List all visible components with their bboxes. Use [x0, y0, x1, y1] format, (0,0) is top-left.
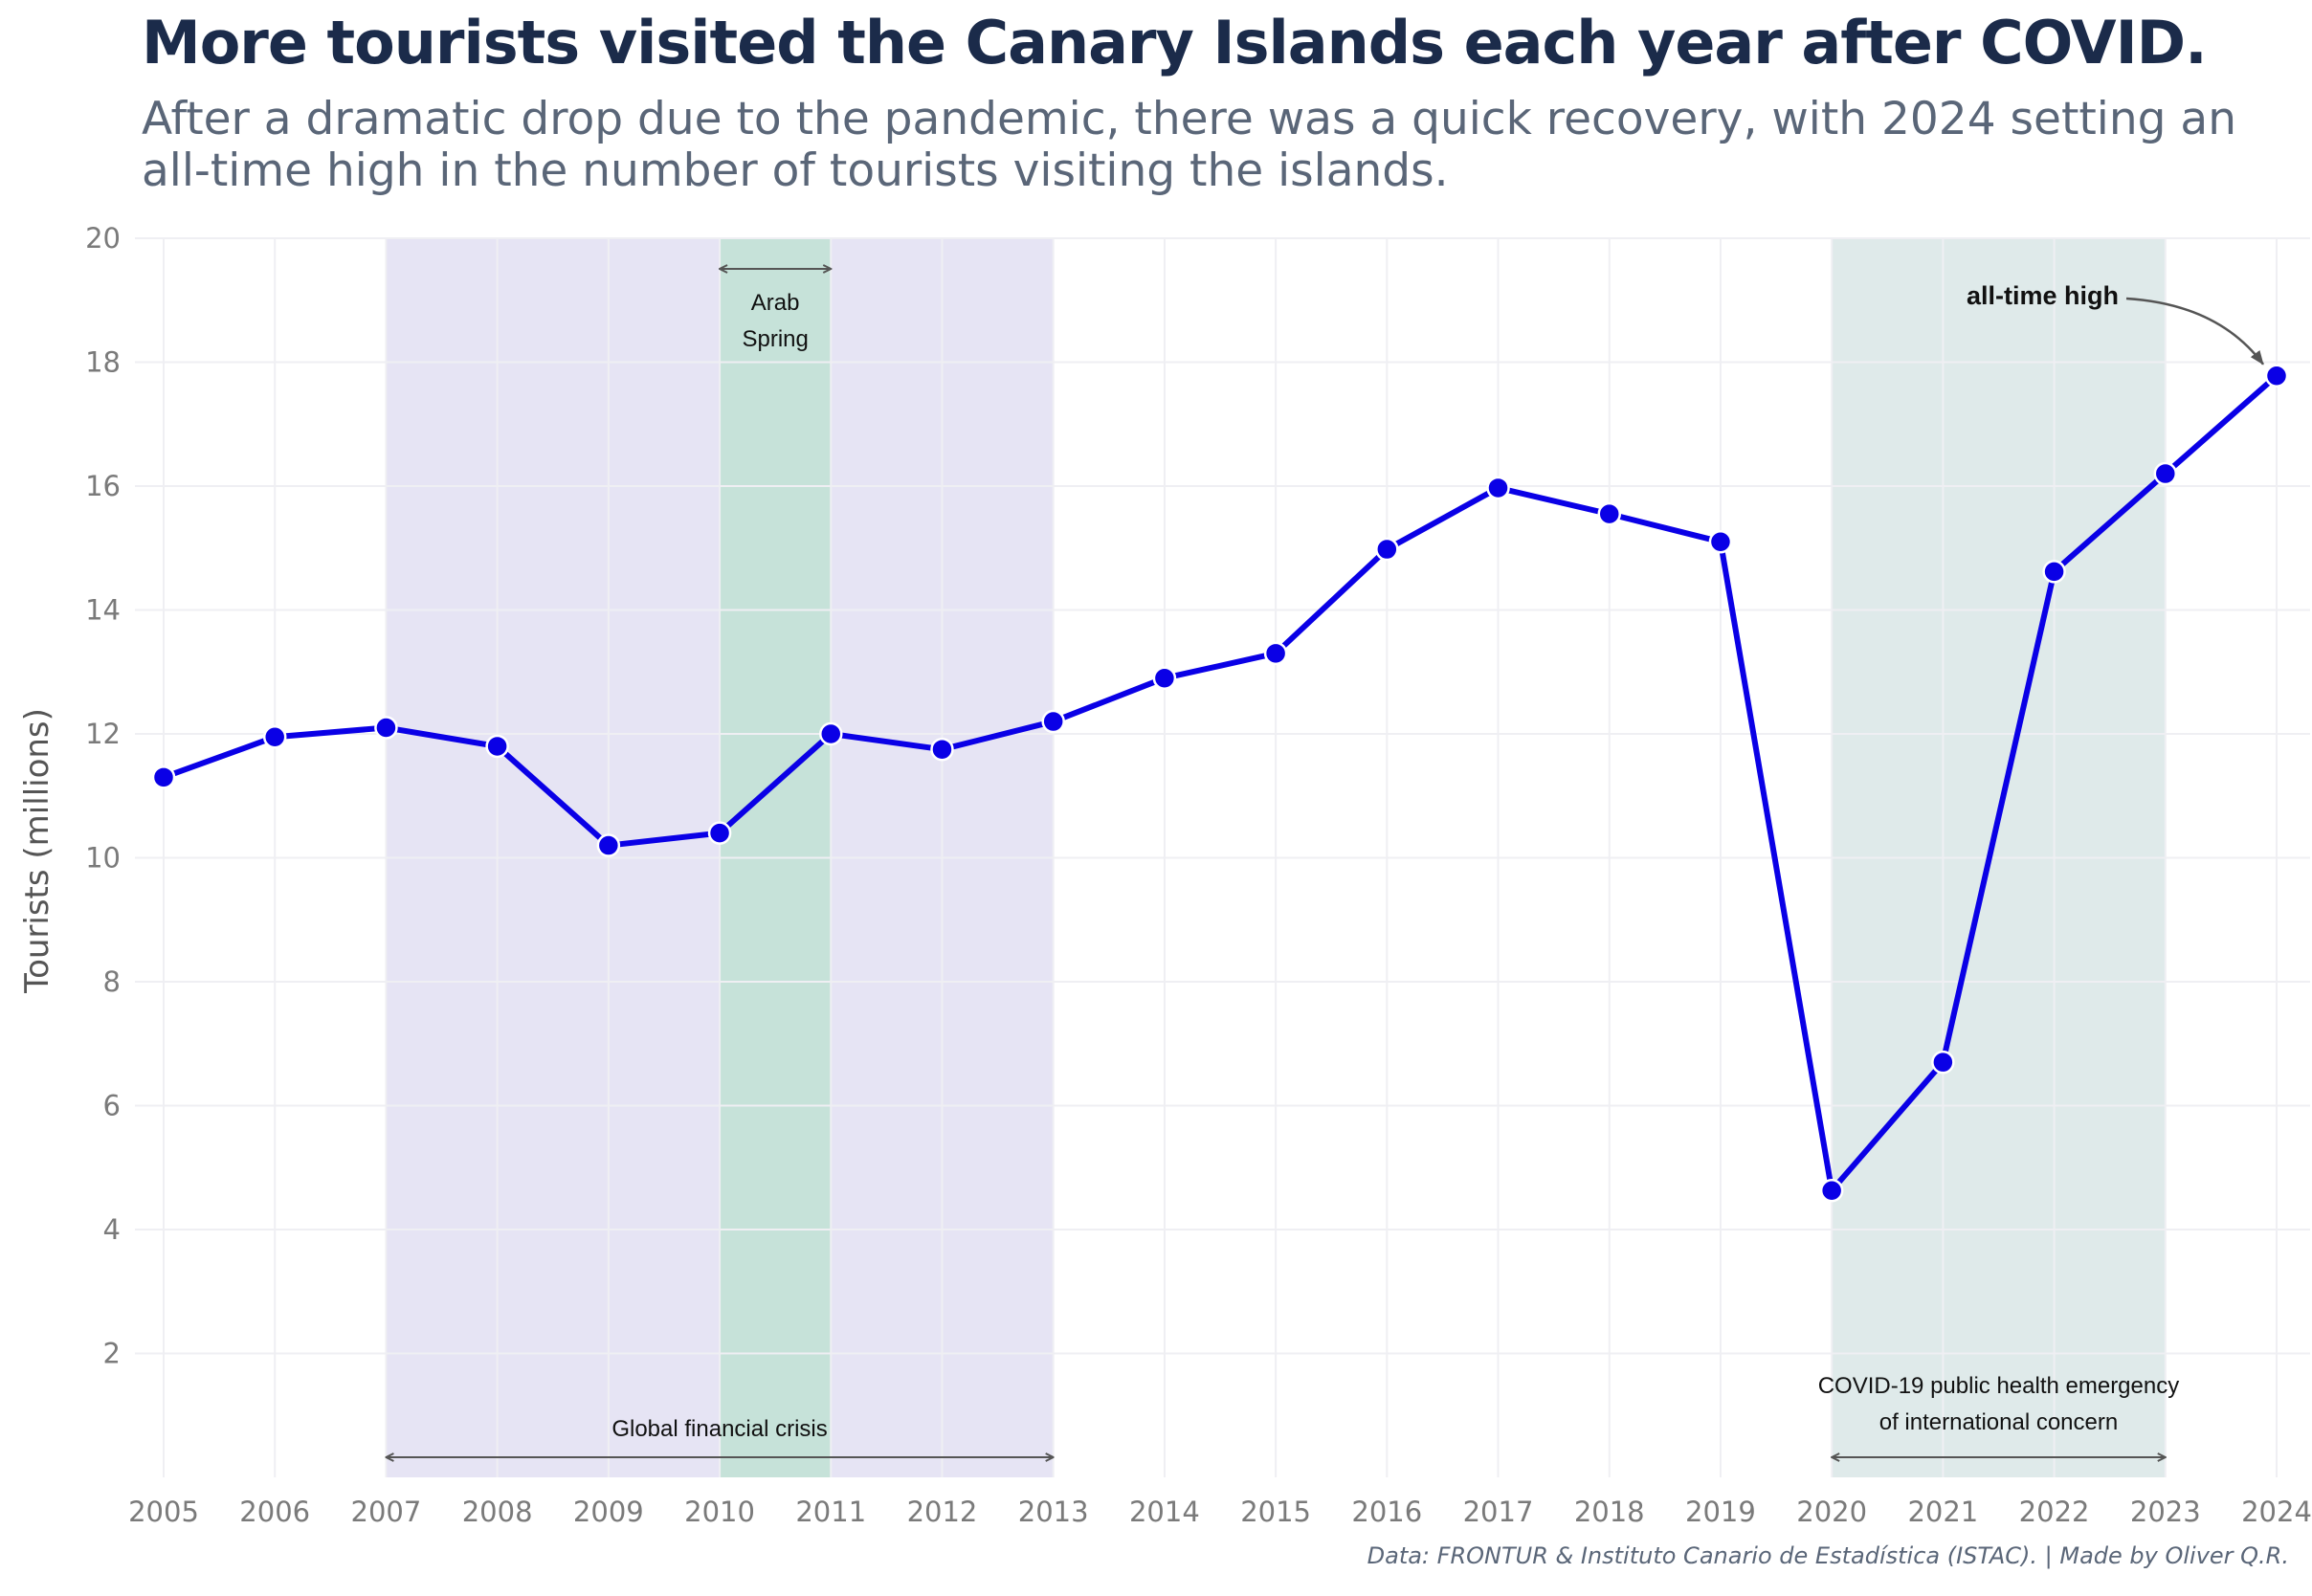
all-time-high-arrow	[2125, 297, 2265, 366]
data-point	[819, 721, 843, 746]
x-tick-label: 2019	[1685, 1496, 1756, 1528]
y-tick-label: 10	[85, 842, 121, 875]
x-tick-label: 2006	[239, 1496, 310, 1528]
x-axis-ticks: 2005 2006 2007 2008 2009 2010 2011 2012 2013 2014…	[128, 1496, 2312, 1528]
data-point	[262, 724, 287, 749]
y-tick-label: 18	[85, 346, 121, 379]
x-tick-label: 2007	[351, 1496, 422, 1528]
y-axis-ticks: 2 4 6 8 10 12 14 16 18 20	[85, 222, 121, 1370]
data-point	[1597, 501, 1621, 526]
x-tick-label: 2016	[1351, 1496, 1422, 1528]
y-tick-label: 16	[85, 470, 121, 502]
chart-title: More tourists visited the Canary Islands…	[142, 8, 2208, 78]
arab-spring-label-line1: Arab	[751, 290, 800, 316]
arab-spring-label-line2: Spring	[742, 326, 808, 352]
y-tick-label: 14	[85, 594, 121, 627]
x-tick-label: 2005	[128, 1496, 199, 1528]
y-tick-label: 4	[103, 1213, 121, 1246]
chart-subtitle: After a dramatic drop due to the pandemi…	[142, 93, 2237, 197]
y-tick-label: 2	[103, 1338, 121, 1370]
data-point	[1486, 476, 1510, 500]
data-point	[374, 716, 398, 740]
x-tick-label: 2020	[1796, 1496, 1867, 1528]
series-line-path	[161, 372, 2279, 1194]
data-point	[596, 833, 621, 857]
x-tick-label: 2023	[2130, 1496, 2201, 1528]
x-tick-label: 2012	[907, 1496, 978, 1528]
x-tick-label: 2011	[795, 1496, 866, 1528]
y-tick-label: 8	[103, 965, 121, 998]
x-tick-label: 2021	[1907, 1496, 1978, 1528]
x-tick-label: 2014	[1129, 1496, 1200, 1528]
x-tick-label: 2008	[462, 1496, 533, 1528]
y-tick-label: 6	[103, 1090, 121, 1122]
data-point	[1375, 537, 1399, 562]
data-point	[151, 765, 176, 789]
data-point	[1708, 530, 1733, 554]
x-tick-label: 2013	[1018, 1496, 1089, 1528]
grid-lines	[135, 237, 2310, 1477]
data-point	[930, 737, 954, 762]
data-point	[1263, 641, 1288, 666]
data-point	[485, 734, 509, 759]
chart-caption: Data: FRONTUR & Instituto Canario de Est…	[1367, 1542, 2289, 1569]
x-tick-label: 2017	[1463, 1496, 1534, 1528]
x-tick-label: 2009	[573, 1496, 644, 1528]
all-time-high-label: all-time high	[1967, 281, 2119, 310]
data-point	[1819, 1178, 1844, 1203]
data-point	[1152, 666, 1177, 690]
x-tick-label: 2010	[684, 1496, 755, 1528]
x-tick-label: 2024	[2241, 1496, 2312, 1528]
covid-label-line1: COVID-19 public health emergency	[1818, 1373, 2180, 1399]
x-tick-label: 2018	[1574, 1496, 1645, 1528]
y-tick-label: 12	[85, 718, 121, 750]
annotations: Arab Spring Global financial crisis COVID-1…	[386, 269, 2265, 1457]
data-point	[707, 821, 732, 845]
y-tick-label: 20	[85, 222, 121, 255]
data-point	[1041, 709, 1065, 734]
x-tick-label: 2015	[1240, 1496, 1311, 1528]
x-tick-label: 2022	[2019, 1496, 2090, 1528]
data-point	[2153, 461, 2178, 486]
data-point	[1931, 1050, 1955, 1075]
series-points	[151, 364, 2289, 1203]
data-point	[2042, 560, 2066, 584]
covid-label-line2: of international concern	[1879, 1409, 2119, 1435]
y-axis-label: Tourists (millions)	[18, 708, 56, 994]
series-line	[161, 372, 2279, 1194]
data-point	[2264, 364, 2289, 388]
financial-crisis-label: Global financial crisis	[611, 1416, 827, 1442]
